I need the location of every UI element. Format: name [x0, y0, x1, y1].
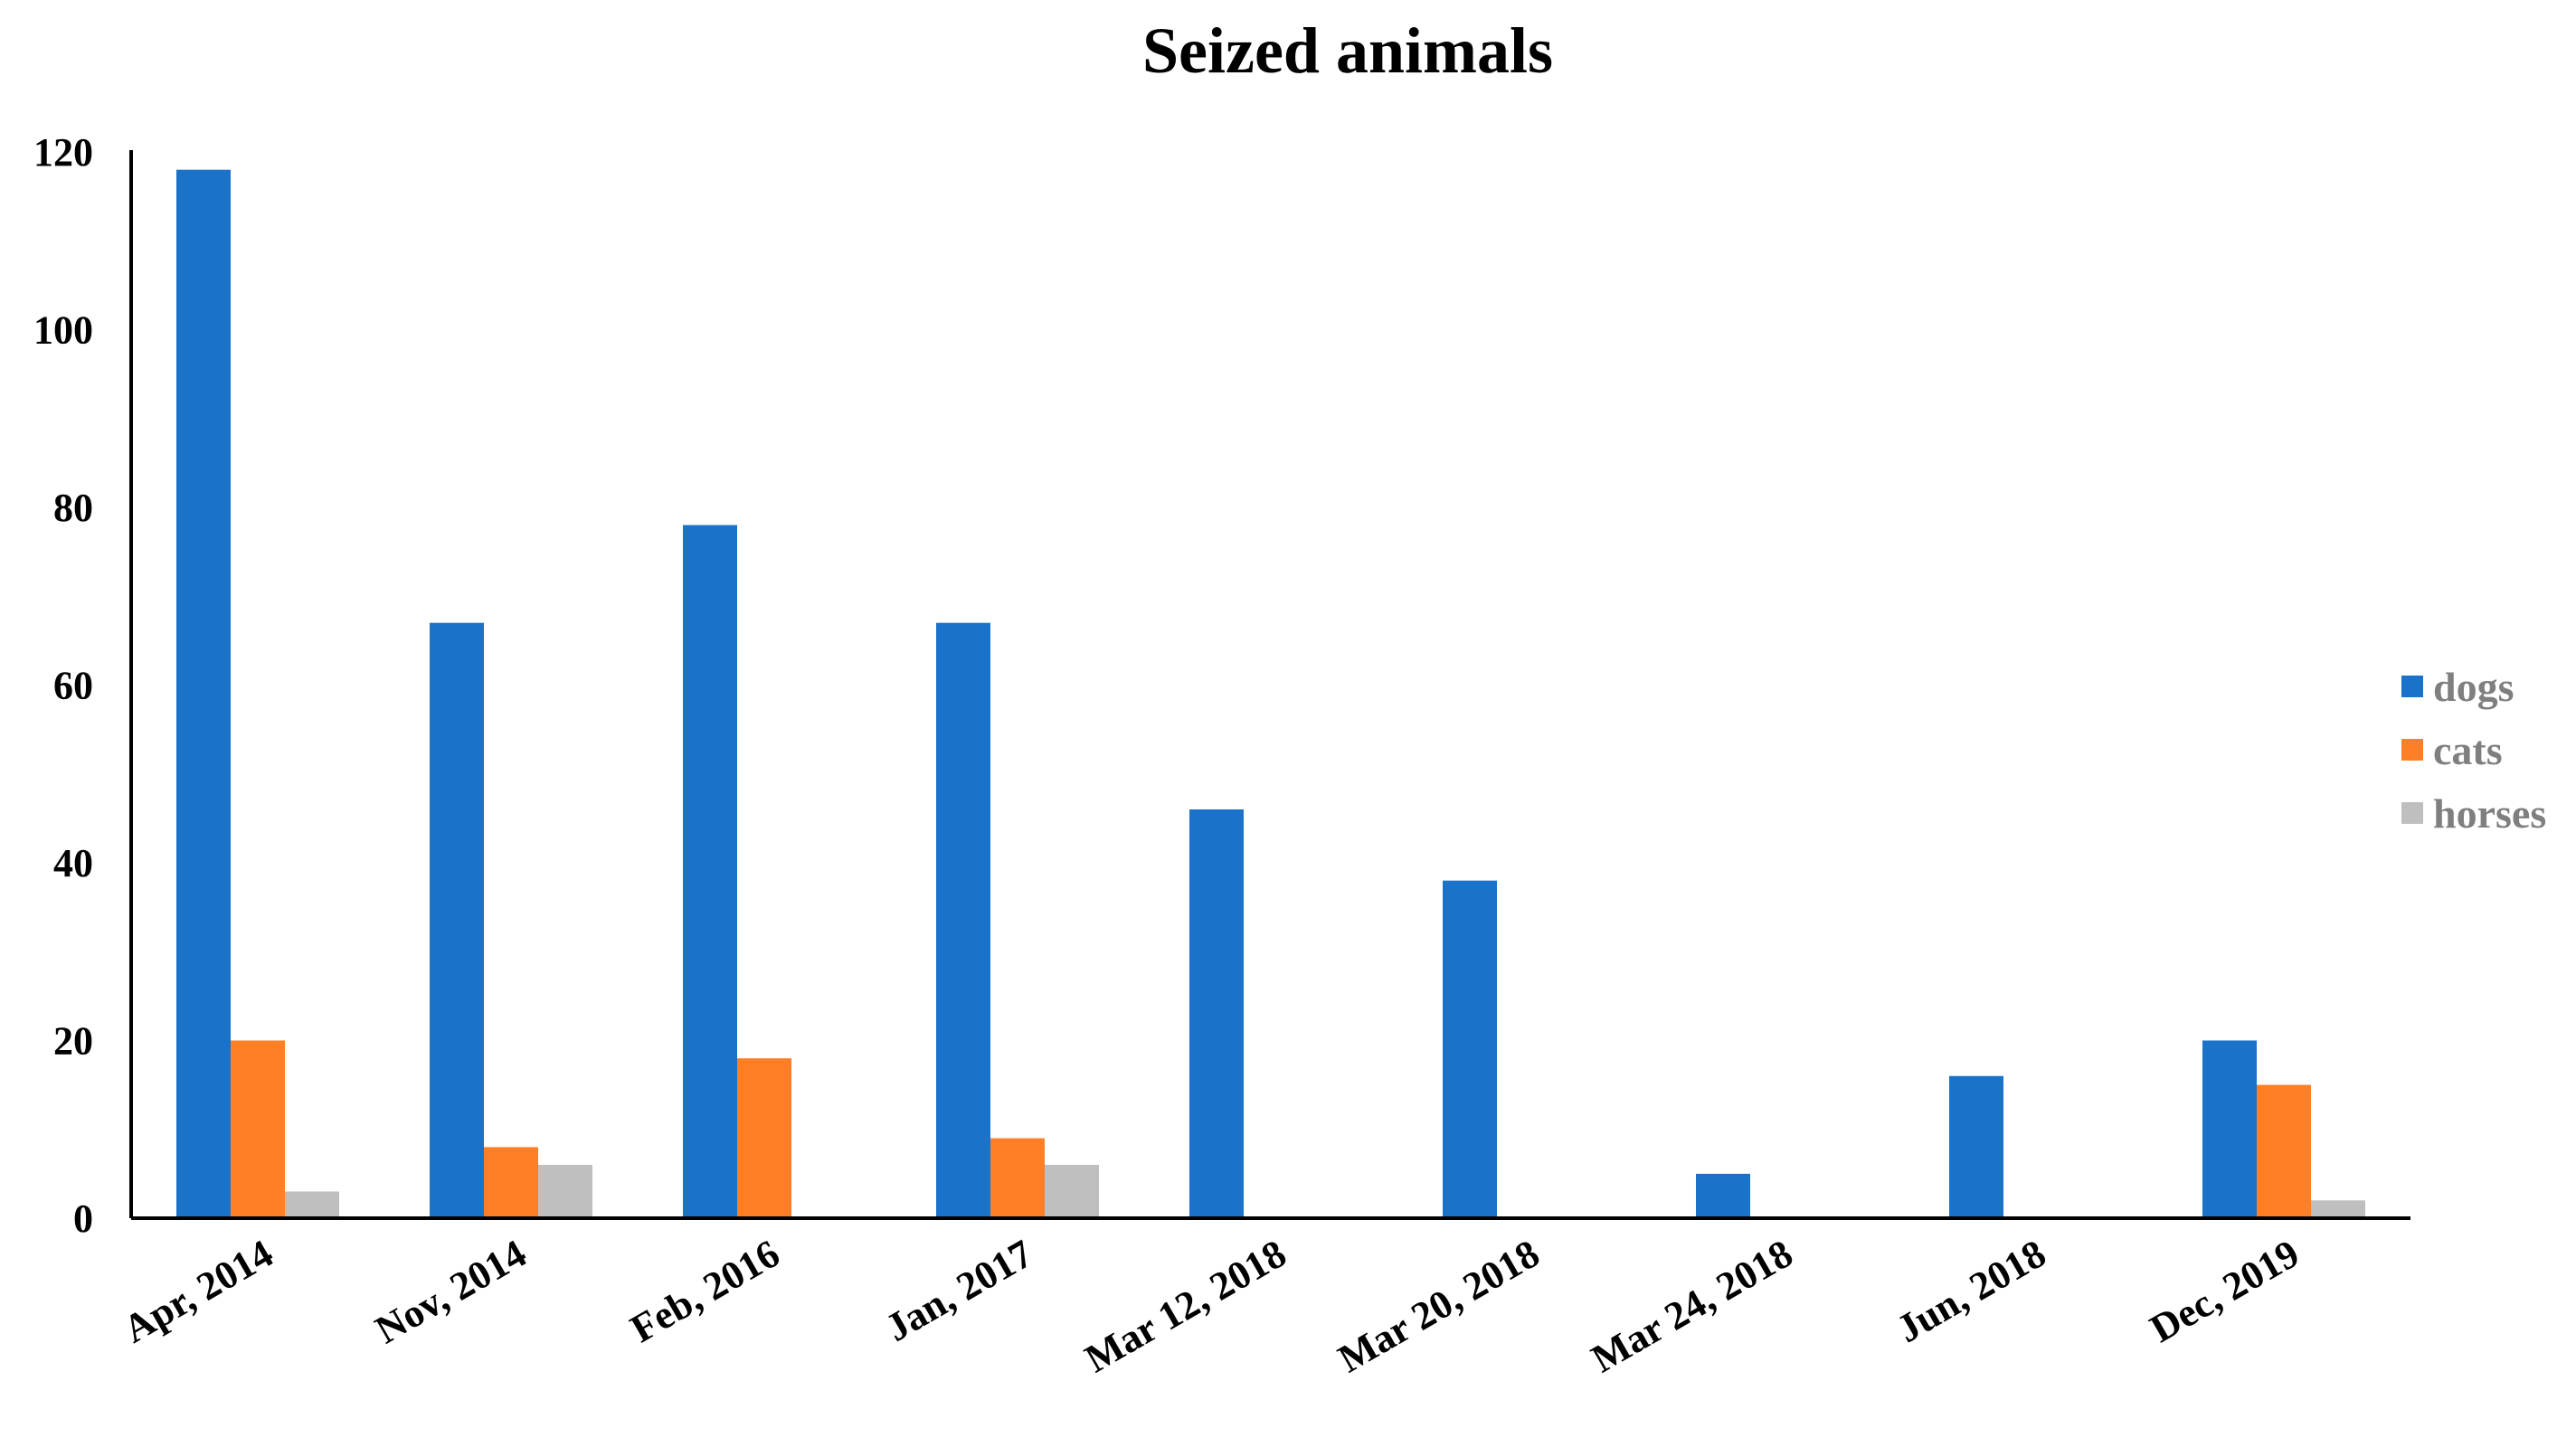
y-tick-label: 60	[53, 664, 93, 708]
y-tick-label: 120	[33, 130, 93, 175]
y-tick-label: 0	[73, 1196, 93, 1241]
x-tick-label: Nov, 2014	[368, 1231, 534, 1352]
bar-cats-3	[990, 1138, 1045, 1218]
y-tick-labels: 0 20 40 60 80 100 120	[33, 130, 93, 1241]
bar-horses-8	[2311, 1200, 2365, 1218]
y-tick-label: 80	[53, 486, 93, 530]
x-tick-label: Dec, 2019	[2143, 1231, 2306, 1351]
x-tick-label: Mar 20, 2018	[1331, 1231, 1547, 1381]
bar-horses-1	[538, 1165, 592, 1218]
legend-swatch-horses	[2401, 802, 2423, 824]
bar-dogs-6	[1696, 1173, 1750, 1218]
bar-horses-0	[285, 1191, 339, 1218]
bar-dogs-7	[1949, 1075, 2003, 1218]
bar-dogs-8	[2202, 1040, 2257, 1218]
bar-cats-1	[484, 1147, 538, 1218]
bar-cats-8	[2257, 1084, 2311, 1218]
bar-dogs-1	[430, 622, 484, 1218]
legend-label-cats: cats	[2433, 727, 2503, 773]
y-tick-label: 100	[33, 308, 93, 353]
bar-dogs-4	[1189, 809, 1244, 1218]
legend-swatch-cats	[2401, 739, 2423, 761]
bar-dogs-5	[1443, 880, 1497, 1218]
x-tick-label: Mar 24, 2018	[1584, 1231, 1800, 1381]
bar-dogs-3	[936, 622, 990, 1218]
x-tick-label: Apr, 2014	[116, 1231, 280, 1351]
axes-group	[129, 150, 2410, 1220]
bar-cats-2	[737, 1058, 791, 1218]
bar-dogs-2	[683, 525, 737, 1218]
y-tick-label: 40	[53, 841, 93, 885]
x-tick-label: Mar 12, 2018	[1077, 1231, 1293, 1381]
chart-title: Seized animals	[1142, 14, 1553, 87]
x-tick-label: Jan, 2017	[878, 1231, 1040, 1350]
legend-swatch-dogs	[2401, 676, 2423, 697]
x-tick-label: Feb, 2016	[623, 1231, 787, 1351]
legend-label-dogs: dogs	[2433, 664, 2514, 710]
bar-cats-0	[231, 1040, 285, 1218]
x-tick-label: Jun, 2018	[1889, 1231, 2053, 1351]
bar-horses-3	[1045, 1165, 1099, 1218]
legend-label-horses: horses	[2433, 790, 2546, 837]
bars-group	[176, 169, 2365, 1219]
legend: dogs cats horses	[2401, 664, 2546, 837]
x-tick-labels: Apr, 2014 Nov, 2014 Feb, 2016 Jan, 2017 Mar …	[116, 1231, 2306, 1381]
y-tick-label: 20	[53, 1019, 93, 1064]
bar-dogs-0	[176, 169, 231, 1219]
